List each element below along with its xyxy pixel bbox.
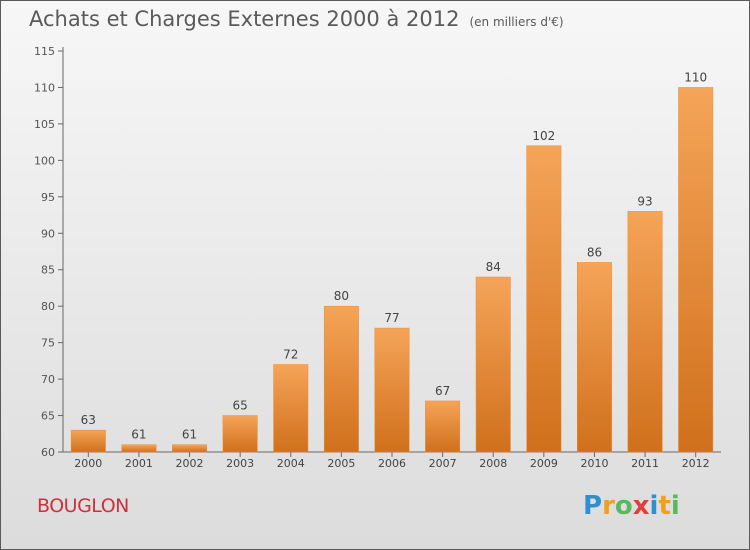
proxiti-logo: Proxiti — [583, 491, 680, 521]
logo-letter: r — [602, 491, 615, 521]
y-tick-label: 90 — [41, 227, 55, 240]
y-tick-label: 85 — [41, 264, 55, 277]
x-tick-label: 2009 — [530, 457, 558, 470]
x-tick-label: 2001 — [125, 457, 153, 470]
x-tick-label: 2002 — [176, 457, 204, 470]
bar-2006 — [374, 327, 410, 453]
value-label: 80 — [334, 289, 349, 303]
x-tick-label: 2003 — [226, 457, 254, 470]
y-tick-label: 95 — [41, 191, 55, 204]
bar-2009 — [526, 145, 562, 453]
y-tick-label: 115 — [34, 45, 55, 58]
place-name: BOUGLON — [37, 495, 129, 517]
chart-title: Achats et Charges Externes 2000 à 2012 (e… — [29, 7, 564, 31]
value-label: 61 — [131, 428, 146, 442]
axes: 60 65 70 75 80 85 90 95 100 105 110 115 2000 2001 2002… — [34, 45, 721, 470]
logo-letter: i — [649, 491, 659, 521]
bar-2011 — [627, 211, 663, 453]
bar-2000 — [70, 429, 106, 453]
bar-2004 — [273, 364, 309, 453]
logo-letter: i — [670, 491, 680, 521]
bar-2002 — [172, 444, 207, 453]
bar-2001 — [121, 444, 157, 453]
y-tick-label: 60 — [41, 446, 55, 459]
y-tick-label: 65 — [41, 410, 55, 423]
chart-subtitle: (en milliers d'€) — [469, 15, 564, 29]
value-label: 102 — [532, 129, 555, 143]
value-label: 93 — [637, 194, 652, 208]
bar-2003 — [222, 415, 258, 453]
x-tick-label: 2012 — [682, 457, 710, 470]
x-tick-label: 2000 — [74, 457, 102, 470]
x-tick-label: 2005 — [327, 457, 355, 470]
x-tick-label: 2011 — [631, 457, 659, 470]
bar-2007 — [425, 400, 461, 453]
value-label: 63 — [81, 413, 96, 427]
x-tick-label: 2010 — [580, 457, 608, 470]
x-tick-label: 2007 — [429, 457, 457, 470]
value-label: 67 — [435, 384, 450, 398]
bar-2012 — [678, 87, 714, 453]
value-label: 77 — [384, 311, 399, 325]
y-tick-label: 110 — [34, 81, 55, 94]
y-tick-label: 75 — [41, 337, 55, 350]
logo-letter: x — [632, 491, 650, 521]
value-label: 84 — [486, 260, 501, 274]
value-label: 86 — [587, 245, 602, 259]
y-tick-label: 80 — [41, 300, 55, 313]
value-label: 72 — [283, 348, 298, 362]
y-tick-label: 105 — [34, 118, 55, 131]
value-label: 61 — [182, 428, 197, 442]
logo-letter: t — [658, 491, 671, 521]
value-label: 65 — [233, 399, 248, 413]
x-tick-label: 2004 — [277, 457, 305, 470]
y-tick-label: 70 — [41, 373, 55, 386]
bar-2008 — [475, 276, 511, 453]
title-text: Achats et Charges Externes 2000 à 2012 — [29, 7, 460, 31]
logo-letter: P — [583, 491, 603, 521]
bar-2005 — [323, 305, 359, 453]
y-tick-label: 100 — [34, 154, 55, 167]
bar-2010 — [577, 262, 612, 453]
bars: 63 61 61 65 72 80 77 67 84 102 86 93 110 — [70, 70, 714, 453]
value-label: 110 — [684, 70, 707, 84]
logo-letter: o — [614, 491, 633, 521]
x-tick-label: 2008 — [479, 457, 507, 470]
x-tick-label: 2006 — [378, 457, 406, 470]
